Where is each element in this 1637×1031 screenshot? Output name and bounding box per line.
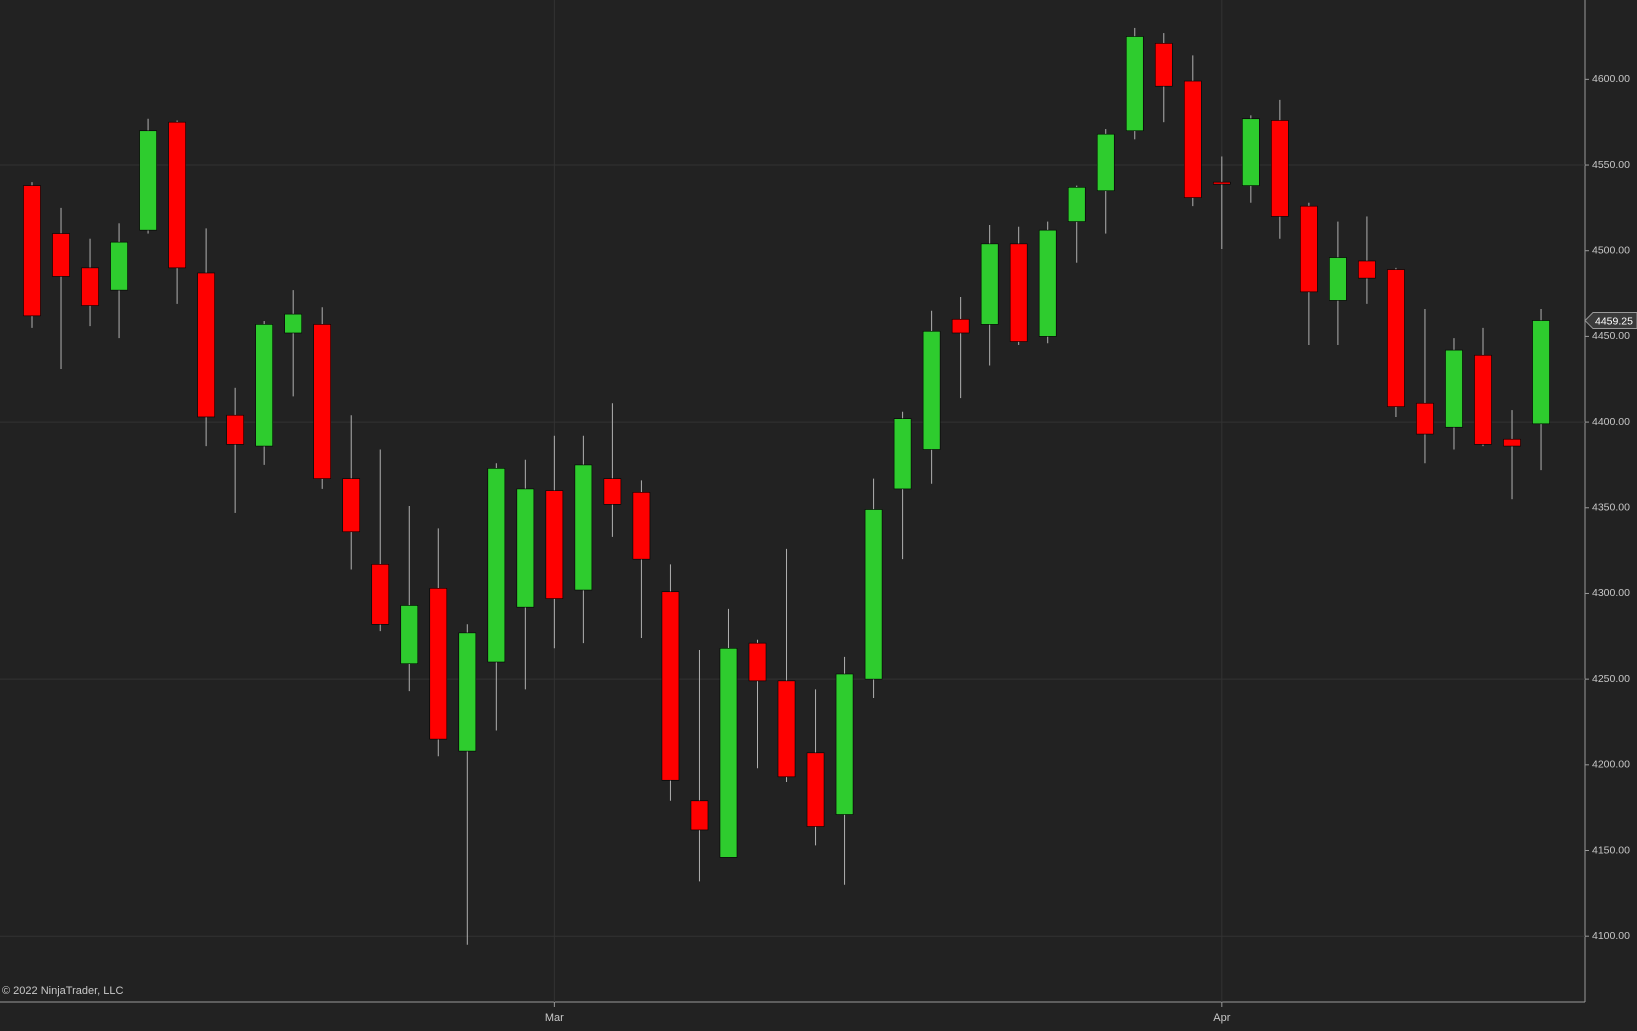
copyright: © 2022 NinjaTrader, LLC	[2, 985, 123, 997]
candle-body	[1009, 243, 1028, 342]
candle-body	[1474, 354, 1492, 445]
candle-body	[1154, 43, 1173, 87]
candle-body	[661, 591, 680, 781]
candle-body	[864, 509, 883, 680]
candle-body	[371, 564, 390, 625]
candle-body	[487, 468, 506, 663]
candle-body	[980, 243, 999, 325]
candle-body	[1416, 402, 1434, 435]
y-tick-label: 4300.00	[1592, 587, 1630, 599]
candle-body	[1387, 269, 1405, 407]
candle-body	[835, 673, 854, 815]
candle-body	[284, 313, 302, 334]
y-tick-label: 4250.00	[1592, 673, 1630, 685]
candle-body	[632, 492, 651, 560]
candle-body	[893, 418, 912, 490]
candle-body	[429, 588, 448, 740]
candle-body	[52, 233, 70, 277]
candle-body	[748, 642, 767, 682]
candle-body	[922, 330, 941, 450]
candle-body	[1067, 187, 1086, 222]
candle-body	[1503, 438, 1521, 447]
candle-body	[400, 605, 419, 665]
candle-body	[545, 490, 564, 599]
candle-body	[574, 464, 593, 591]
candle-body	[516, 488, 535, 608]
candle-body	[1242, 118, 1260, 186]
y-tick-label: 4600.00	[1592, 73, 1630, 85]
y-tick-label: 4500.00	[1592, 244, 1630, 256]
y-tick-label: 4350.00	[1592, 502, 1630, 514]
candle-body	[1300, 205, 1318, 293]
candle-body	[110, 241, 128, 291]
candle-body	[603, 478, 622, 505]
candle-body	[1038, 229, 1057, 337]
y-tick-label: 4400.00	[1592, 416, 1630, 428]
last-price-flag	[1584, 312, 1637, 330]
candle-body	[1532, 320, 1550, 425]
x-tick-label: Mar	[545, 1012, 564, 1024]
candle-body	[1271, 120, 1289, 217]
candle-body	[806, 752, 825, 827]
candle-body	[23, 185, 41, 317]
candle-body	[139, 130, 157, 231]
candle-body	[1358, 260, 1376, 279]
candle-body	[1445, 349, 1463, 428]
candle-body	[1329, 257, 1347, 301]
candle-body	[81, 267, 99, 306]
candle-body	[168, 121, 186, 269]
candle-body	[719, 647, 738, 858]
candle-body	[1096, 133, 1115, 192]
y-tick-label: 4550.00	[1592, 159, 1630, 171]
candle-body	[1184, 80, 1202, 198]
candle-body	[313, 324, 332, 479]
candle-body	[1213, 181, 1231, 185]
candle-body	[458, 632, 477, 752]
y-tick-label: 4150.00	[1592, 844, 1630, 856]
x-tick-label: Apr	[1213, 1012, 1230, 1024]
y-tick-label: 4200.00	[1592, 759, 1630, 771]
candle-body	[226, 414, 244, 445]
y-tick-label: 4100.00	[1592, 930, 1630, 942]
candle-body	[951, 318, 970, 334]
candle-body	[777, 680, 796, 778]
candle-body	[342, 478, 361, 533]
candle-body	[690, 800, 709, 831]
candle-body	[197, 272, 215, 418]
candle-body	[255, 324, 273, 447]
last-price-label: 4459.25	[1595, 315, 1633, 327]
candle-body	[1125, 36, 1144, 132]
y-tick-label: 4450.00	[1592, 330, 1630, 342]
